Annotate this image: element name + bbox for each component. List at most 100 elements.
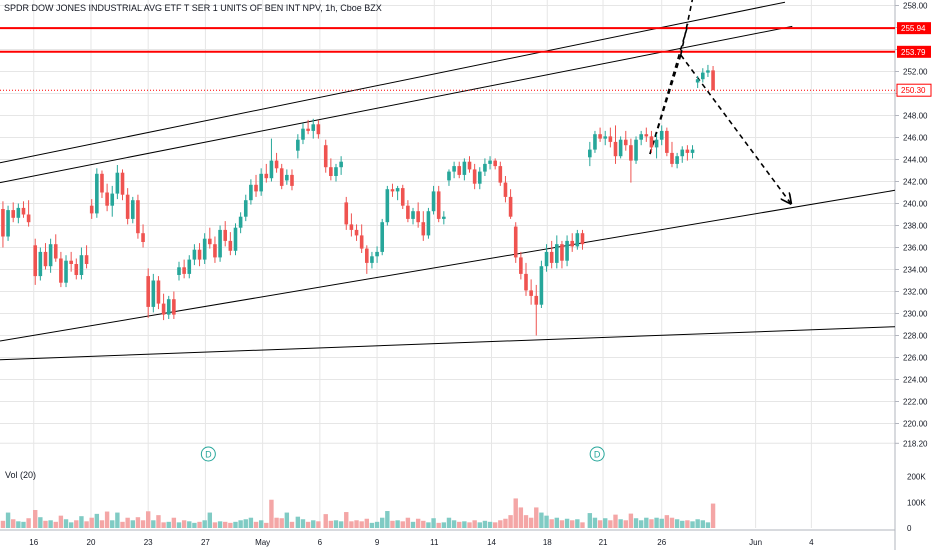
candle[interactable] <box>213 236 217 263</box>
candle[interactable] <box>447 169 451 186</box>
price-level-badge[interactable]: 253.79 <box>897 45 931 58</box>
candle[interactable] <box>488 156 492 170</box>
candle[interactable] <box>375 246 379 263</box>
candle[interactable] <box>416 202 420 228</box>
candle[interactable] <box>264 163 269 183</box>
candle[interactable] <box>539 260 544 308</box>
candle[interactable] <box>354 224 359 241</box>
candle[interactable] <box>79 247 84 280</box>
candle[interactable] <box>406 200 410 223</box>
candle[interactable] <box>64 255 68 288</box>
candle[interactable] <box>544 244 549 272</box>
candle[interactable] <box>588 141 592 167</box>
candle[interactable] <box>334 163 338 182</box>
candle[interactable] <box>120 169 125 201</box>
candle[interactable] <box>565 235 569 267</box>
candle[interactable] <box>269 138 274 182</box>
candle[interactable] <box>130 196 135 224</box>
candle[interactable] <box>6 205 10 241</box>
candle[interactable] <box>16 203 21 224</box>
candle[interactable] <box>151 273 156 313</box>
candle[interactable] <box>48 238 53 273</box>
candle[interactable] <box>524 262 528 296</box>
price-level-badge[interactable]: 250.30 <box>896 83 932 97</box>
candle[interactable] <box>125 188 130 225</box>
candle[interactable] <box>301 123 305 145</box>
candle[interactable] <box>706 64 710 77</box>
candle[interactable] <box>59 251 63 288</box>
candle[interactable] <box>254 174 258 197</box>
candle[interactable] <box>700 68 705 83</box>
candle[interactable] <box>649 130 654 153</box>
candle[interactable] <box>431 185 436 215</box>
candle[interactable] <box>156 276 161 310</box>
candle[interactable] <box>421 211 426 241</box>
candle[interactable] <box>472 163 477 190</box>
candle[interactable] <box>115 165 120 200</box>
candle[interactable] <box>436 185 441 223</box>
candle[interactable] <box>141 224 145 248</box>
candle[interactable] <box>69 251 73 272</box>
candle[interactable] <box>575 229 580 250</box>
candle[interactable] <box>84 245 89 269</box>
candle[interactable] <box>508 189 513 219</box>
candle[interactable] <box>670 141 674 168</box>
candle[interactable] <box>274 152 279 173</box>
candle[interactable] <box>457 161 462 179</box>
candle[interactable] <box>177 261 181 281</box>
candle[interactable] <box>623 130 628 151</box>
candle[interactable] <box>685 145 690 161</box>
candle[interactable] <box>53 234 58 262</box>
candle[interactable] <box>172 291 176 320</box>
candle[interactable] <box>395 185 400 201</box>
candle[interactable] <box>675 152 679 169</box>
candle[interactable] <box>555 235 559 269</box>
candle[interactable] <box>100 170 104 199</box>
candle[interactable] <box>690 145 695 159</box>
candle[interactable] <box>629 138 633 183</box>
candle[interactable] <box>208 227 212 249</box>
dividend-marker[interactable]: D <box>589 446 605 462</box>
candle[interactable] <box>74 258 79 280</box>
candle[interactable] <box>411 207 415 225</box>
candle[interactable] <box>218 225 222 262</box>
candle[interactable] <box>452 161 456 179</box>
candle[interactable] <box>400 184 405 209</box>
projection-line[interactable] <box>680 0 694 56</box>
candle[interactable] <box>503 176 508 203</box>
candle[interactable] <box>161 293 166 321</box>
candle[interactable] <box>243 194 248 222</box>
candle[interactable] <box>498 161 503 186</box>
candle[interactable] <box>33 238 38 285</box>
candle[interactable] <box>228 232 233 256</box>
candle[interactable] <box>593 130 597 153</box>
candle[interactable] <box>493 158 497 170</box>
candle[interactable] <box>560 240 564 269</box>
candle[interactable] <box>187 255 192 279</box>
candle[interactable] <box>105 183 109 212</box>
candle[interactable] <box>519 251 523 280</box>
candle[interactable] <box>192 244 197 266</box>
candle[interactable] <box>197 243 202 267</box>
candle[interactable] <box>233 223 238 256</box>
candle[interactable] <box>462 158 467 181</box>
candle[interactable] <box>467 156 472 173</box>
candle[interactable] <box>483 158 487 176</box>
candle[interactable] <box>182 259 186 279</box>
candle[interactable] <box>426 207 431 239</box>
candle[interactable] <box>329 158 333 181</box>
candle[interactable] <box>344 196 349 230</box>
candle[interactable] <box>370 251 374 269</box>
candle[interactable] <box>580 229 585 250</box>
candle[interactable] <box>549 240 554 269</box>
candle[interactable] <box>43 243 48 270</box>
candle[interactable] <box>202 233 207 264</box>
candle[interactable] <box>608 127 613 148</box>
candle[interactable] <box>136 194 140 239</box>
candle[interactable] <box>21 201 26 218</box>
candle[interactable] <box>639 130 643 146</box>
candle[interactable] <box>166 295 171 319</box>
price-level-badge[interactable]: 255.94 <box>897 22 931 35</box>
candle[interactable] <box>680 146 685 163</box>
